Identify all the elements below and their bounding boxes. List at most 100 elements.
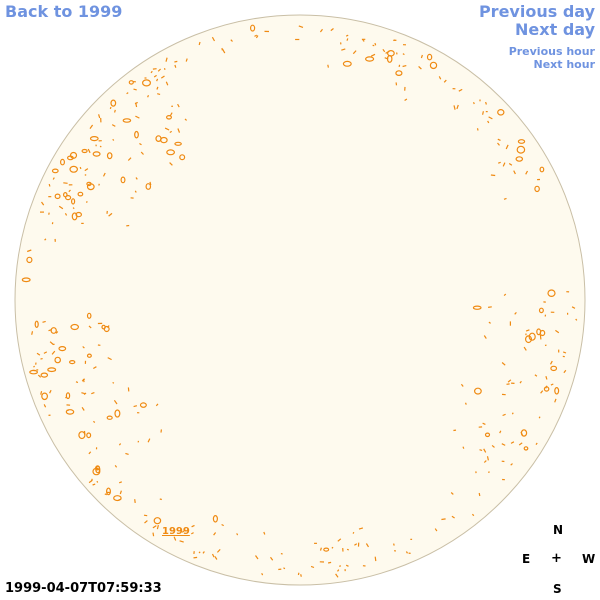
contour-loop (95, 465, 100, 471)
contour-fragment (84, 174, 87, 176)
contour-fragment (88, 325, 92, 329)
contour-fragment (43, 351, 48, 354)
contour-fragment (352, 531, 355, 534)
contour-fragment (169, 162, 173, 166)
contour-fragment (133, 88, 137, 91)
contour-fragment (476, 128, 479, 131)
contour-fragment (177, 103, 180, 108)
contour-loop (64, 195, 72, 201)
contour-fragment (503, 293, 507, 297)
back-to-year-link[interactable]: Back to 1999 (5, 2, 123, 21)
contour-fragment (346, 548, 349, 551)
contour-fragment (255, 35, 259, 39)
contour-fragment (499, 430, 502, 434)
contour-loop (75, 211, 83, 218)
contour-loop (387, 49, 395, 57)
contour-fragment (352, 50, 357, 55)
previous-day-link[interactable]: Previous day (478, 2, 595, 21)
contour-fragment (42, 320, 46, 323)
contour-fragment (434, 528, 438, 532)
contour-fragment (491, 444, 495, 448)
contour-loop (524, 335, 532, 344)
contour-fragment (64, 213, 68, 216)
contour-fragment (156, 524, 159, 530)
contour-fragment (393, 543, 395, 546)
contour-fragment (339, 565, 342, 567)
next-day-link[interactable]: Next day (515, 20, 595, 39)
contour-fragment (513, 170, 516, 175)
contour-fragment (341, 48, 346, 51)
contour-fragment (63, 182, 68, 184)
contour-fragment (40, 358, 43, 360)
contour-loop (153, 517, 162, 525)
contour-fragment (32, 369, 35, 372)
contour-loop (523, 446, 529, 451)
contour-fragment (87, 148, 91, 154)
contour-fragment (443, 79, 447, 83)
contour-fragment (114, 465, 118, 468)
contour-fragment (398, 64, 401, 68)
contour-fragment (327, 64, 329, 68)
contour-loop (47, 367, 57, 373)
contour-loop (70, 198, 76, 205)
contour-loop (539, 166, 545, 173)
contour-fragment (51, 350, 56, 355)
contour-fragment (472, 101, 475, 105)
previous-hour-link[interactable]: Previous hour (508, 45, 595, 58)
compass-south: S (553, 582, 562, 596)
contour-fragment (327, 561, 332, 564)
contour-fragment (48, 329, 52, 332)
contour-fragment (88, 451, 92, 455)
contour-fragment (297, 572, 300, 576)
contour-fragment (214, 556, 218, 560)
contour-fragment (198, 41, 201, 46)
contour-loop (81, 148, 88, 154)
contour-loop (534, 185, 540, 193)
contour-loop (103, 325, 110, 333)
contour-fragment (126, 92, 129, 95)
contour-fragment (450, 492, 454, 495)
contour-fragment (575, 318, 578, 321)
contour-fragment (497, 161, 501, 164)
contour-fragment (134, 101, 138, 105)
contour-fragment (479, 449, 483, 451)
next-hour-link[interactable]: Next hour (533, 58, 596, 71)
contour-fragment (482, 422, 486, 425)
contour-loop (212, 514, 218, 523)
contour-fragment (84, 168, 89, 172)
contour-fragment (488, 306, 492, 308)
year-link[interactable]: 1999 (162, 526, 190, 537)
contour-loop (520, 429, 528, 437)
contour-fragment (82, 378, 85, 383)
contour-fragment (144, 520, 148, 524)
contour-loop (40, 372, 49, 378)
contour-fragment (345, 34, 349, 37)
contour-fragment (255, 555, 259, 560)
contour-fragment (90, 478, 93, 482)
contour-fragment (270, 556, 274, 561)
contour-fragment (563, 369, 567, 374)
contour-fragment (174, 64, 177, 68)
contour-fragment (221, 523, 224, 527)
contour-fragment (118, 443, 122, 446)
contour-loop (66, 155, 74, 161)
contour-fragment (99, 145, 102, 148)
contour-fragment (222, 48, 226, 54)
contour-fragment (102, 172, 106, 177)
contour-loop (89, 136, 99, 142)
contour-fragment (534, 374, 538, 377)
contour-fragment (165, 81, 169, 86)
contour-fragment (75, 381, 79, 384)
contour-fragment (155, 403, 159, 407)
contour-fragment (453, 105, 456, 110)
contour-fragment (193, 556, 198, 559)
contour-loop (71, 212, 78, 221)
contour-fragment (163, 68, 166, 70)
contour-loop (77, 191, 84, 197)
contour-fragment (177, 128, 181, 133)
contour-fragment (114, 109, 116, 113)
contour-loop (517, 139, 526, 144)
contour-loop (474, 387, 482, 395)
contour-fragment (150, 70, 153, 74)
contour-fragment (43, 404, 47, 408)
